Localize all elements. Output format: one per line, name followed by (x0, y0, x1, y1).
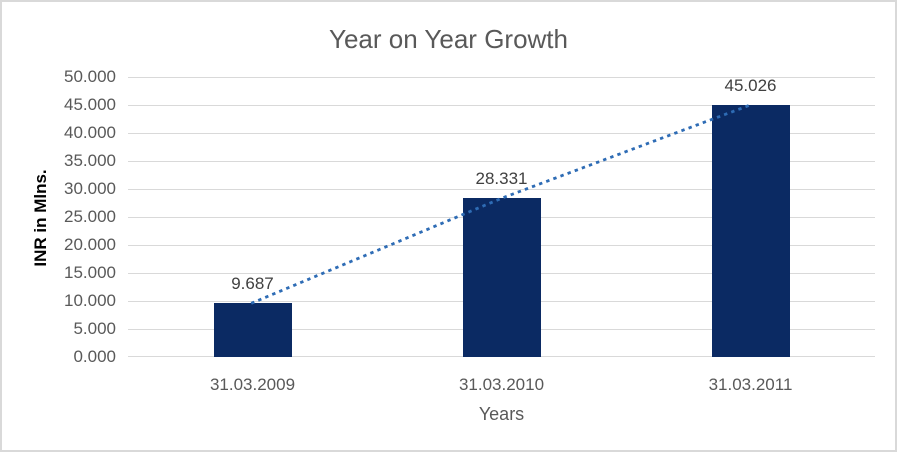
y-tick-label: 45.000 (64, 95, 116, 114)
gridline (128, 77, 875, 78)
bar (711, 104, 790, 357)
y-tick-label: 25.000 (64, 207, 116, 226)
bar (462, 198, 541, 357)
y-tick-label: 20.000 (64, 235, 116, 254)
y-tick-label: 35.000 (64, 151, 116, 170)
x-category-label: 31.03.2010 (458, 375, 545, 394)
gridline (128, 105, 875, 106)
y-tick-label: 10.000 (64, 291, 116, 310)
y-tick-label: 40.000 (64, 123, 116, 142)
bar-data-label: 28.331 (475, 169, 528, 189)
x-axis-category-labels: 31.03.2009 31.03.2010 31.03.2011 (128, 374, 875, 396)
bar-data-label: 9.687 (231, 273, 274, 293)
y-tick-label: 50.000 (64, 67, 116, 86)
gridline (128, 161, 875, 162)
bar-data-label: 45.026 (724, 75, 777, 95)
bar (213, 302, 292, 357)
chart-title: Year on Year Growth (329, 24, 568, 54)
y-tick-label: 30.000 (64, 179, 116, 198)
y-axis-tick-labels: 0.000 5.000 10.000 15.000 20.000 25.000 30.000… (2, 67, 120, 366)
y-tick-label: 0.000 (73, 347, 116, 366)
trendline (250, 103, 753, 305)
x-category-label: 31.03.2009 (209, 375, 296, 394)
y-tick-label: 15.000 (64, 263, 116, 282)
gridline (128, 189, 875, 190)
x-category-label: 31.03.2011 (708, 375, 793, 394)
x-axis-title: Years (478, 404, 525, 424)
gridline (128, 133, 875, 134)
plot-area: 9.687 28.331 45.026 (128, 75, 875, 357)
y-tick-label: 5.000 (73, 319, 116, 338)
